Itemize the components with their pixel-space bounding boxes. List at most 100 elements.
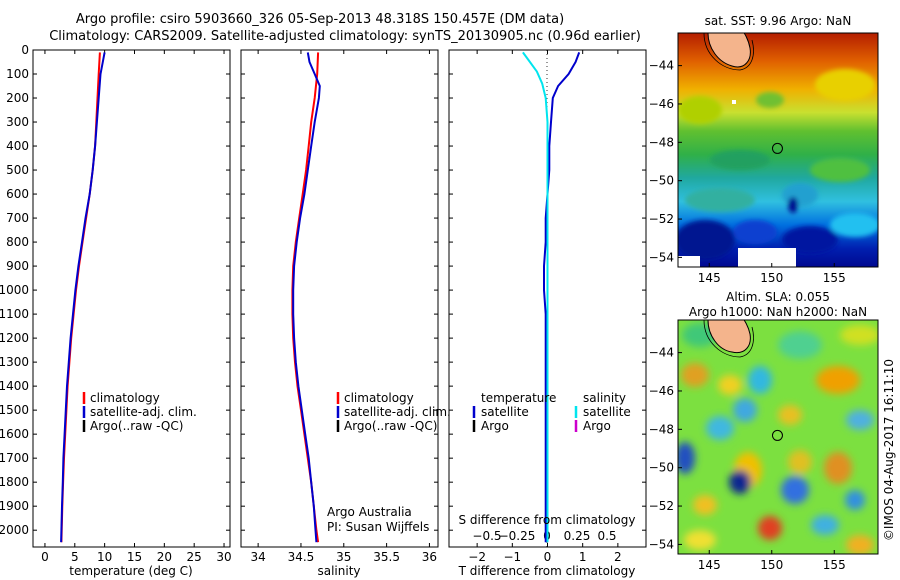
depth-tick-label: 200 [6,91,29,105]
salinity-plot-frame [240,49,439,548]
map-y-tick-label: −52 [649,499,674,513]
legend-temperature-header: temperature [481,391,556,405]
depth-tick-label: 1100 [0,307,29,321]
argo-float-marker [771,429,783,441]
t-difference-x-axis: −2 −1 0 1 2 [468,50,622,564]
salinity-x-axis: 34 34.5 35 35.5 36 [250,50,437,564]
pi-annotation: PI: Susan Wijffels [327,520,429,534]
map-x-tick-label: 155 [823,271,846,285]
s-difference-x-axis: −0.5−0.25 0 0.25 0.5 [472,529,616,543]
sla-map-subtitle: Argo h1000: NaN h2000: NaN [689,305,867,319]
map-y-tick-label: −50 [649,461,674,475]
map-y-tick-label: −48 [649,135,674,149]
imos-credit: ©IMOS 04-Aug-2017 16:11:10 [882,359,896,541]
map-y-tick-label: −50 [649,174,674,188]
legend-climatology-label: climatology [344,391,414,405]
s-tick-label: −0.5 [472,529,501,543]
s-difference-xlabel: S difference from climatology [459,513,636,527]
sla-map-frame [677,319,879,555]
depth-tick-label: 900 [6,259,29,273]
x-tick-label: 35 [336,550,351,564]
sst-map-title: sat. SST: 9.96 Argo: NaN [705,14,852,28]
x-tick-label: 0 [41,550,49,564]
series-line-s-satellite [522,51,549,543]
depth-axis: 0 100 200 300 400 500 600 700 800 900 1000 1100 1200… [0,43,646,537]
figure-title-line2: Climatology: CARS2009. Satellite-adjuste… [49,29,641,44]
series-line-satellite-adj-clim- [60,52,106,543]
sla-map [678,320,878,554]
s-tick-label: −0.25 [499,529,536,543]
map-x-tick-label: 155 [823,558,846,572]
depth-tick-label: 500 [6,163,29,177]
sst-map-frame [677,32,879,268]
temperature-xlabel: temperature (deg C) [69,564,192,578]
series-line-climatology [60,52,101,543]
x-tick-label: 30 [216,550,231,564]
legend-satellite-label: satellite-adj. clim. [90,405,197,419]
map-y-tick-label: −46 [649,97,674,111]
map-y-tick-label: −44 [649,59,674,73]
difference-series [522,51,581,543]
s-tick-label: 0.5 [597,529,616,543]
map-x-tick-label: 150 [760,271,783,285]
depth-tick-label: 1700 [0,451,29,465]
depth-tick-label: 1600 [0,427,29,441]
legend-t-satellite-label: satellite [481,405,529,419]
legend-climatology-label: climatology [90,391,160,405]
depth-tick-label: 100 [6,67,29,81]
map-y-tick-label: −52 [649,212,674,226]
salinity-xlabel: salinity [317,564,360,578]
sst-map [678,33,878,267]
map-y-tick-label: −54 [649,537,674,551]
x-tick-label: 20 [157,550,172,564]
x-tick-label: 36 [422,550,437,564]
legend-argo-label: Argo(..raw -QC) [90,419,183,433]
difference-legend: temperature salinity satellite Argo sate… [472,391,631,433]
series-line-t-satellite [543,52,581,543]
s-tick-label: 0.25 [564,529,591,543]
x-tick-label: 2 [614,550,622,564]
legend-salinity-header: salinity [583,391,626,405]
map-x-tick-label: 145 [698,558,721,572]
depth-tick-label: 1400 [0,379,29,393]
depth-tick-label: 1500 [0,403,29,417]
x-tick-label: 15 [127,550,142,564]
argo-australia-annotation: Argo Australia [327,505,412,519]
x-tick-label: 10 [97,550,112,564]
depth-tick-label: 0 [21,43,29,57]
depth-tick-label: 700 [6,211,29,225]
sst-missing-data [738,248,796,267]
depth-tick-label: 1800 [0,475,29,489]
temperature-legend: climatology satellite-adj. clim. Argo(..… [82,391,197,433]
depth-tick-label: 1300 [0,355,29,369]
map-y-tick-label: −54 [649,250,674,264]
salinity-legend: climatology satellite-adj. clim. Argo(..… [336,391,451,433]
map-y-tick-label: −48 [649,422,674,436]
map-y-tick-label: −46 [649,384,674,398]
legend-t-argo-label: Argo [481,419,509,433]
argo-float-marker [771,142,783,154]
depth-tick-label: 1900 [0,499,29,513]
depth-tick-label: 600 [6,187,29,201]
x-tick-label: 5 [71,550,79,564]
temperature-plot-frame [32,49,231,548]
figure-title-line1: Argo profile: csiro 5903660_326 05-Sep-2… [75,12,565,27]
sst-texture [678,69,878,260]
legend-s-satellite-label: satellite [583,405,631,419]
depth-tick-label: 300 [6,115,29,129]
x-tick-label: 1 [579,550,587,564]
tasmania-landmass [707,33,751,68]
depth-tick-label: 800 [6,235,29,249]
sla-field [678,320,878,554]
map-x-tick-label: 145 [698,271,721,285]
salinity-series [291,52,321,543]
temperature-series [60,52,106,543]
x-tick-label: 25 [187,550,202,564]
legend-satellite-label: satellite-adj. clim. [344,405,451,419]
sla-map-title: Altim. SLA: 0.055 [726,290,830,304]
x-tick-label: 34.5 [288,550,315,564]
x-tick-label: −2 [468,550,486,564]
tasmania-landmass [707,320,751,354]
x-tick-label: 0 [544,550,552,564]
